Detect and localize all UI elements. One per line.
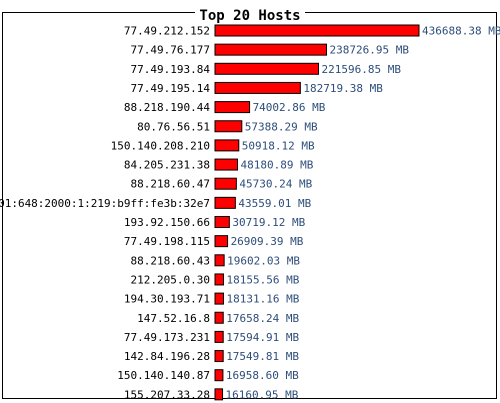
value-label: 17594.91 MB <box>226 331 299 344</box>
host-label: 77.49.198.115 <box>124 235 210 248</box>
bar <box>214 101 251 114</box>
value-label: 19602.03 MB <box>227 254 300 267</box>
value-label: 18155.56 MB <box>226 273 299 286</box>
value-label: 16160.95 MB <box>226 388 299 401</box>
bar <box>214 330 224 343</box>
host-label: 88.218.60.43 <box>131 254 210 267</box>
bar <box>214 196 236 209</box>
value-label: 238726.95 MB <box>330 44 410 57</box>
value-label: 50918.12 MB <box>242 139 315 152</box>
host-label: 77.49.195.14 <box>131 82 211 95</box>
value-label: 43559.01 MB <box>238 197 311 210</box>
value-label: 16958.60 MB <box>226 369 299 382</box>
value-label: 57388.29 MB <box>245 120 318 133</box>
value-label: 45730.24 MB <box>239 178 312 191</box>
bar <box>214 350 224 363</box>
bar <box>214 388 224 401</box>
value-label: 182719.38 MB <box>303 82 383 95</box>
host-label: 150.140.140.87 <box>117 369 210 382</box>
value-label: 17549.81 MB <box>226 350 299 363</box>
bar <box>214 158 239 171</box>
bar <box>214 369 224 382</box>
host-label: 84.205.231.38 <box>124 159 210 172</box>
bar <box>214 24 420 37</box>
value-label: 18131.16 MB <box>226 293 299 306</box>
bar <box>214 216 230 228</box>
value-label: 30719.12 MB <box>232 216 305 229</box>
host-label: 193.92.150.66 <box>124 216 210 229</box>
bar <box>214 139 240 152</box>
value-label: 436688.38 MB <box>422 25 500 38</box>
chart-title-wrap: Top 20 Hosts <box>0 5 500 24</box>
host-label: 147.52.16.8 <box>137 312 210 325</box>
host-label: 88.218.190.44 <box>124 101 210 114</box>
bar <box>214 43 328 56</box>
host-label: 77.49.212.152 <box>124 25 210 38</box>
host-label: 77.49.173.231 <box>124 331 210 344</box>
value-label: 26909.39 MB <box>231 235 304 248</box>
host-label: 77.49.76.177 <box>131 44 210 57</box>
bar <box>214 81 301 94</box>
host-label: 142.84.196.28 <box>124 350 210 363</box>
bar <box>214 177 237 190</box>
host-label: 155.207.33.28 <box>124 388 210 401</box>
value-label: 74002.86 MB <box>253 101 326 114</box>
host-label: 88.218.60.47 <box>131 178 210 191</box>
bar <box>214 311 224 324</box>
host-label: 2001:648:2000:1:219:b9ff:fe3b:32e7 <box>0 197 210 210</box>
bar <box>214 254 225 267</box>
bar <box>214 62 320 75</box>
host-label: 212.205.0.30 <box>131 273 210 286</box>
bar <box>214 235 229 248</box>
bar <box>214 273 224 286</box>
host-label: 80.76.56.51 <box>137 120 210 133</box>
value-label: 221596.85 MB <box>322 63 402 76</box>
chart-title: Top 20 Hosts <box>195 8 305 24</box>
value-label: 17658.24 MB <box>226 312 299 325</box>
bar <box>214 120 243 133</box>
host-label: 194.30.193.71 <box>124 293 210 306</box>
host-label: 150.140.208.210 <box>111 139 210 152</box>
value-label: 48180.89 MB <box>241 159 314 172</box>
host-label: 77.49.193.84 <box>131 63 211 76</box>
bar <box>214 292 224 305</box>
